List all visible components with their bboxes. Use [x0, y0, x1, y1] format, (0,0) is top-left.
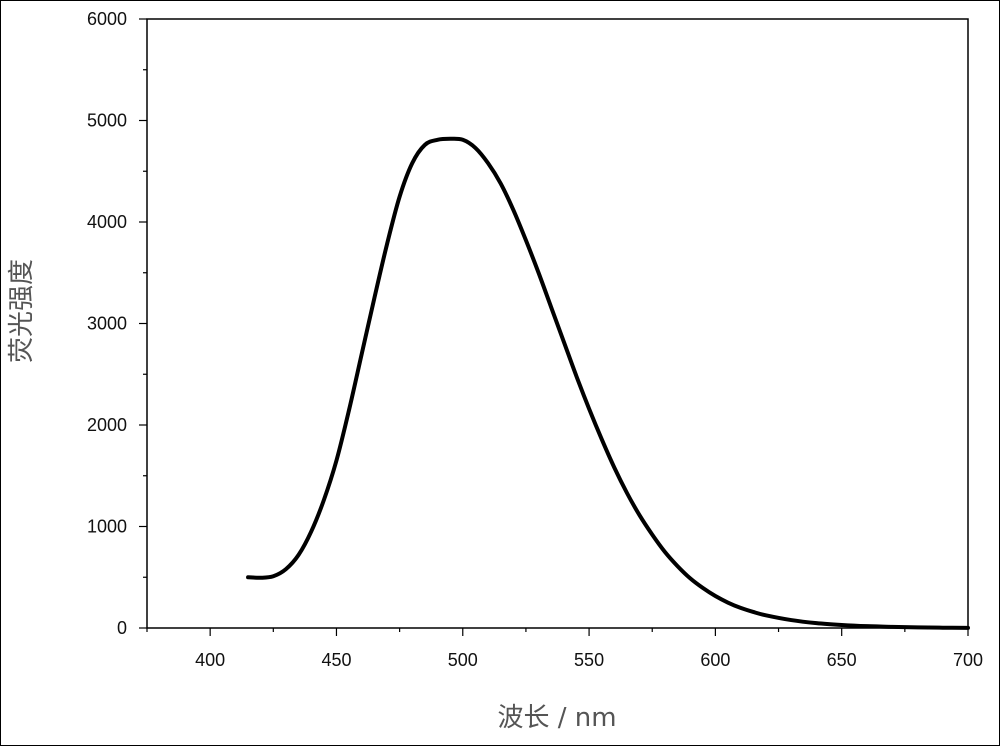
x-tick-label: 550: [574, 650, 604, 670]
y-tick-label: 4000: [87, 212, 127, 232]
y-tick-label: 0: [117, 618, 127, 638]
y-tick-label: 6000: [87, 9, 127, 29]
x-tick-label: 500: [448, 650, 478, 670]
x-tick-label: 600: [700, 650, 730, 670]
x-tick-label: 650: [827, 650, 857, 670]
y-tick-label: 5000: [87, 111, 127, 131]
series-line: [246, 136, 970, 630]
y-axis-title: 荧光强度: [7, 259, 37, 363]
y-tick-label: 3000: [87, 314, 127, 334]
x-tick-label: 700: [953, 650, 983, 670]
x-axis: 400 450 500 550 600 650 700: [146, 628, 983, 670]
x-tick-label: 400: [195, 650, 225, 670]
y-tick-label: 1000: [87, 517, 127, 537]
y-axis: 0 1000 2000 3000 4000 5000 6000: [87, 9, 147, 638]
x-axis-title: 波长 / nm: [497, 703, 616, 733]
y-tick-label: 2000: [87, 415, 127, 435]
x-tick-label: 450: [321, 650, 351, 670]
